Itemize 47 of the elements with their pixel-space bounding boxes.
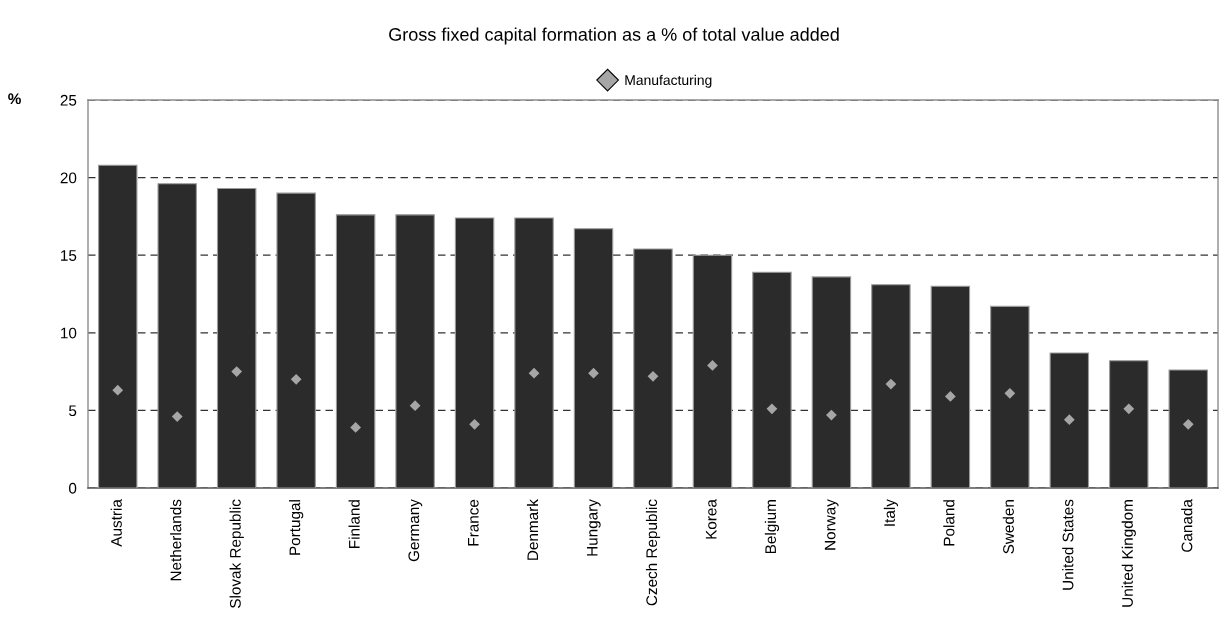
y-tick-label: 25	[60, 94, 77, 106]
point	[647, 370, 659, 382]
point	[409, 400, 421, 412]
x-tick-label: Hungary	[586, 499, 601, 556]
x-tick-label: Canada	[1181, 499, 1193, 552]
x-tick-label: Korea	[705, 499, 717, 539]
point	[112, 384, 124, 396]
x-tick-label: France	[468, 499, 479, 546]
x-tick-label: Belgium	[764, 500, 780, 554]
x-tick-label: Poland	[943, 500, 955, 546]
point	[1063, 414, 1075, 426]
point	[528, 367, 540, 379]
x-tick-label: Slovak Republic	[229, 499, 244, 608]
point	[588, 367, 599, 379]
point	[707, 360, 718, 371]
x-tick-label: Italy	[883, 499, 899, 526]
y-tick-label: 0	[68, 482, 77, 494]
x-tick-label: United States	[1062, 499, 1074, 590]
point	[885, 378, 897, 390]
point	[171, 411, 183, 422]
point	[290, 373, 302, 385]
point	[1123, 403, 1135, 415]
y-tick-label: 10	[61, 327, 77, 339]
point	[766, 403, 778, 415]
point	[944, 391, 956, 402]
chart-title: Gross fixed capital formation as a % of total value added	[389, 27, 839, 45]
point	[1182, 418, 1194, 430]
y-tick-label: 20	[60, 172, 77, 184]
y-axis-title: %	[8, 93, 21, 105]
point	[350, 422, 362, 433]
y-tick-label: 5	[69, 405, 77, 417]
point	[1004, 387, 1016, 399]
y-tick-label: 15	[61, 250, 77, 261]
point	[231, 366, 243, 377]
x-tick-label: Czech Republic	[645, 499, 661, 606]
x-tick-label: Germany	[408, 499, 423, 562]
x-tick-label: Netherlands	[170, 499, 182, 581]
x-tick-label: Portugal	[289, 500, 304, 555]
point	[826, 409, 837, 421]
x-tick-label: Austria	[110, 499, 122, 547]
point	[469, 418, 480, 430]
legend-label: Manufacturing	[625, 74, 712, 88]
x-tick-label: Denmark	[526, 499, 539, 560]
x-tick-label: Sweden	[1002, 500, 1014, 554]
x-tick-label: Norway	[824, 499, 839, 550]
x-tick-label: Finland	[348, 500, 360, 548]
x-tick-label: United Kingdom	[1121, 500, 1136, 607]
